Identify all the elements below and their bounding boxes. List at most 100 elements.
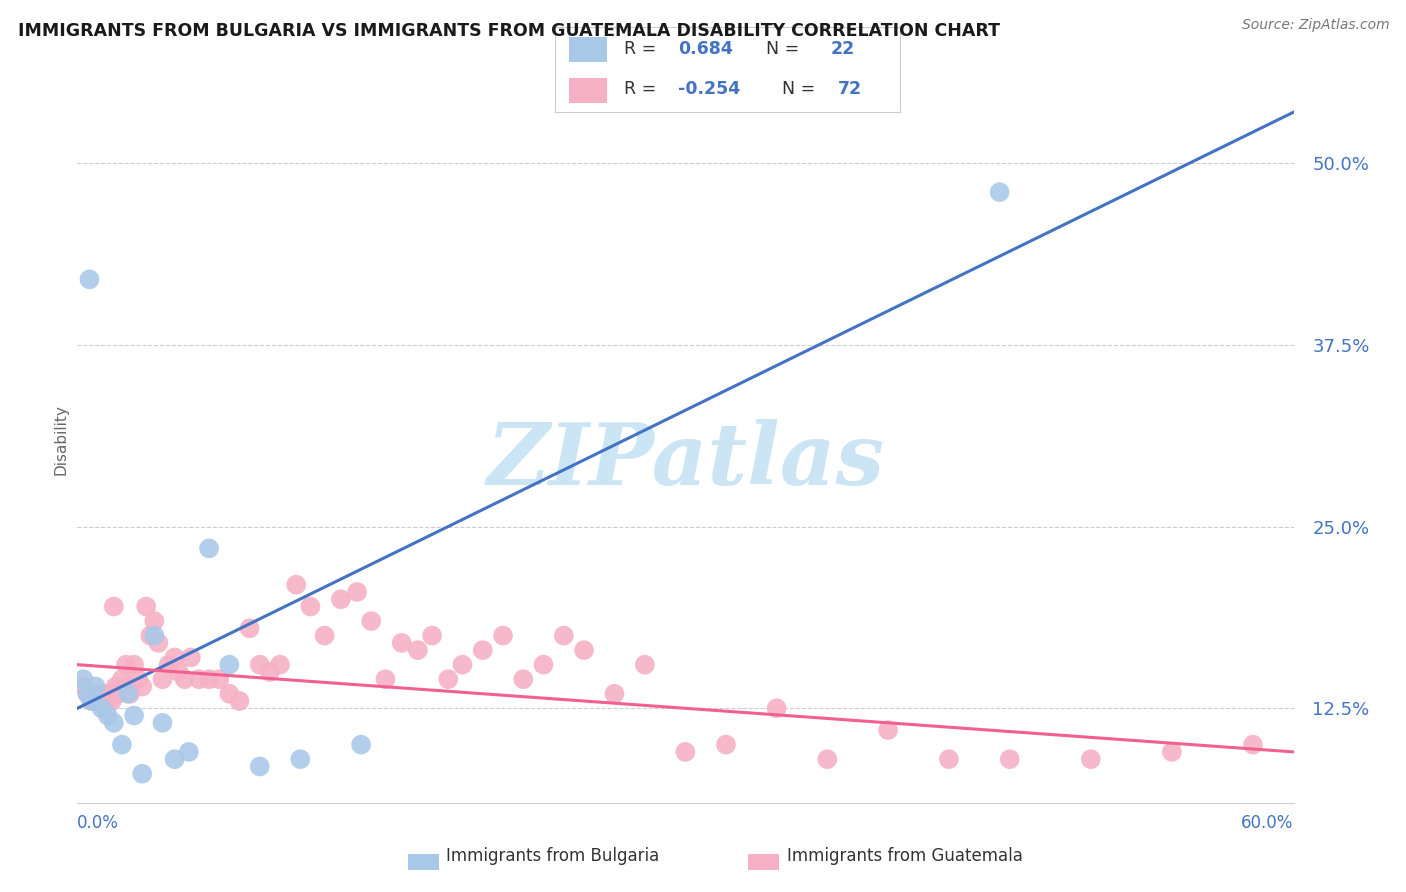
Point xyxy=(285,578,308,592)
Point xyxy=(104,680,127,694)
Point xyxy=(988,185,1011,199)
Text: Immigrants from Guatemala: Immigrants from Guatemala xyxy=(787,847,1024,865)
Point xyxy=(157,657,180,672)
Point xyxy=(118,687,141,701)
Point xyxy=(93,687,115,701)
Point xyxy=(1080,752,1102,766)
Point xyxy=(84,694,107,708)
Text: 0.684: 0.684 xyxy=(678,40,733,58)
Point xyxy=(188,672,211,686)
Point xyxy=(938,752,960,766)
Text: R =: R = xyxy=(624,80,662,98)
Point xyxy=(1161,745,1184,759)
Point xyxy=(122,657,145,672)
Y-axis label: Disability: Disability xyxy=(53,404,69,475)
Point xyxy=(163,650,186,665)
Text: N =: N = xyxy=(755,40,804,58)
Point xyxy=(329,592,352,607)
Point xyxy=(97,708,120,723)
Point xyxy=(90,701,112,715)
Point xyxy=(218,657,240,672)
Point xyxy=(177,745,200,759)
Text: 0.0%: 0.0% xyxy=(77,814,120,832)
Point xyxy=(86,694,108,708)
Point xyxy=(127,672,149,686)
Point xyxy=(239,621,262,635)
Text: Immigrants from Bulgaria: Immigrants from Bulgaria xyxy=(446,847,659,865)
Point xyxy=(634,657,657,672)
Point xyxy=(131,680,153,694)
Point xyxy=(391,636,413,650)
Point xyxy=(533,657,555,672)
Point xyxy=(98,687,121,701)
Point xyxy=(198,672,221,686)
Point xyxy=(163,752,186,766)
Point xyxy=(76,687,98,701)
Point xyxy=(167,665,190,679)
Point xyxy=(877,723,900,737)
Point xyxy=(103,715,125,730)
Text: N =: N = xyxy=(770,80,821,98)
Point xyxy=(998,752,1021,766)
Text: 72: 72 xyxy=(838,80,862,98)
Point xyxy=(111,672,134,686)
Point xyxy=(1241,738,1264,752)
Point xyxy=(89,687,111,701)
Point xyxy=(103,599,125,614)
Point xyxy=(94,701,117,715)
Point xyxy=(122,708,145,723)
Point xyxy=(101,694,124,708)
Point xyxy=(451,657,474,672)
Point xyxy=(135,599,157,614)
Text: ZIPatlas: ZIPatlas xyxy=(486,419,884,503)
Point xyxy=(406,643,429,657)
Point xyxy=(143,614,166,628)
Point xyxy=(208,672,231,686)
Point xyxy=(84,680,107,694)
Point xyxy=(675,745,697,759)
Text: IMMIGRANTS FROM BULGARIA VS IMMIGRANTS FROM GUATEMALA DISABILITY CORRELATION CHA: IMMIGRANTS FROM BULGARIA VS IMMIGRANTS F… xyxy=(18,22,1000,40)
Text: 22: 22 xyxy=(831,40,855,58)
Point xyxy=(269,657,291,672)
Point xyxy=(290,752,312,766)
Point xyxy=(143,629,166,643)
Point xyxy=(259,665,281,679)
Point xyxy=(180,650,202,665)
Point xyxy=(512,672,534,686)
Point xyxy=(420,629,443,643)
Point xyxy=(79,272,101,286)
Point xyxy=(115,657,138,672)
Point xyxy=(139,629,162,643)
Point xyxy=(314,629,336,643)
Point xyxy=(117,680,139,694)
Point xyxy=(249,657,271,672)
Point xyxy=(437,672,460,686)
Point xyxy=(346,585,368,599)
FancyBboxPatch shape xyxy=(569,78,607,103)
Point xyxy=(173,672,195,686)
Point xyxy=(815,752,838,766)
Point xyxy=(360,614,382,628)
Point xyxy=(218,687,240,701)
FancyBboxPatch shape xyxy=(569,37,607,62)
Point xyxy=(299,599,322,614)
Point xyxy=(228,694,250,708)
Point xyxy=(131,766,153,780)
Point xyxy=(765,701,787,715)
Point xyxy=(72,672,94,686)
Text: -0.254: -0.254 xyxy=(678,80,740,98)
Point xyxy=(714,738,737,752)
Point xyxy=(603,687,626,701)
Point xyxy=(72,680,94,694)
Point xyxy=(152,672,174,686)
Point xyxy=(80,694,103,708)
Point xyxy=(97,694,120,708)
Point xyxy=(83,687,105,701)
Point xyxy=(350,738,373,752)
Text: R =: R = xyxy=(624,40,662,58)
Point xyxy=(471,643,494,657)
Point xyxy=(152,715,174,730)
Text: Source: ZipAtlas.com: Source: ZipAtlas.com xyxy=(1241,18,1389,32)
Point xyxy=(492,629,515,643)
Point xyxy=(76,687,98,701)
